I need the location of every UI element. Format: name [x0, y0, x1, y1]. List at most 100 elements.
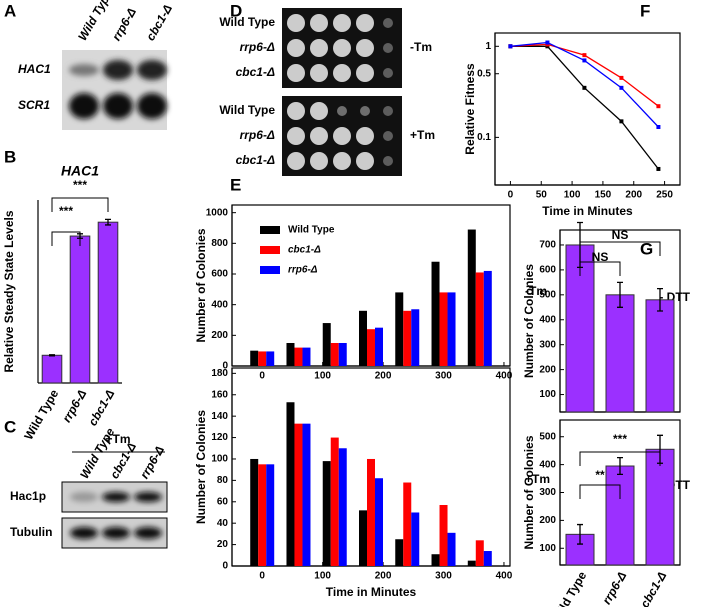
bar: [403, 310, 412, 366]
bar: [403, 482, 412, 566]
bar: [338, 448, 347, 566]
bar: [475, 272, 484, 366]
x-tick-label: Wild Type: [549, 569, 589, 607]
bar: [605, 294, 635, 413]
panel-letter: G: [640, 239, 653, 258]
y-tick-label: 0.1: [477, 132, 491, 143]
bar: [483, 270, 492, 366]
spot: [383, 43, 393, 53]
bar: [69, 235, 91, 384]
marker: [656, 104, 661, 109]
bar: [367, 458, 375, 566]
y-axis-label: Relative Fitness: [463, 63, 477, 155]
y-tick-label: 600: [539, 265, 556, 276]
marker: [619, 75, 624, 80]
lane-label: rrp6-Δ: [137, 443, 167, 481]
chart-title: HAC1: [61, 163, 99, 179]
significance: NS: [612, 228, 629, 242]
bar: [266, 351, 275, 366]
y-tick-label: 400: [211, 299, 228, 310]
spot: [310, 14, 328, 32]
x-tick-label: 50: [536, 190, 548, 201]
bar: [266, 464, 275, 566]
y-tick-label: 200: [539, 515, 556, 526]
spot: [333, 14, 351, 32]
bar: [294, 423, 303, 566]
x-tick-label: 200: [375, 371, 392, 382]
y-tick-label: 160: [211, 389, 228, 400]
error-bar: [617, 281, 623, 308]
band: [134, 492, 162, 502]
bar: [475, 540, 484, 566]
bracket: [579, 484, 621, 499]
bar: [302, 423, 311, 566]
band: [70, 527, 98, 539]
y-tick-label: 500: [539, 289, 556, 300]
bar: [395, 292, 404, 366]
y-tick-label: 0.5: [477, 68, 491, 79]
bar: [286, 343, 295, 366]
y-tick-label: 800: [211, 238, 228, 249]
bracket: [51, 197, 109, 212]
bar: [294, 347, 303, 366]
spot: [356, 127, 374, 145]
bar: [605, 465, 635, 566]
marker: [582, 85, 587, 90]
bar: [338, 343, 347, 366]
band: [69, 64, 99, 76]
spot: [356, 152, 374, 170]
y-tick-label: 100: [539, 389, 556, 400]
spot: [383, 156, 393, 166]
marker: [619, 119, 624, 124]
spot: [337, 106, 347, 116]
bar: [447, 292, 456, 366]
legend-swatch: [260, 266, 280, 274]
marker: [582, 53, 587, 58]
band: [103, 93, 133, 119]
spot: [356, 64, 374, 82]
row-label: Tubulin: [10, 525, 52, 539]
error-bar: [657, 287, 663, 312]
spot: [287, 127, 305, 145]
y-tick-label: 100: [211, 454, 228, 465]
spot: [287, 64, 305, 82]
bar: [322, 323, 331, 366]
bar: [447, 532, 456, 566]
marker: [656, 125, 661, 130]
bar: [411, 309, 420, 366]
y-tick-label: 120: [211, 432, 228, 443]
x-tick-label: cbc1-Δ: [86, 387, 118, 428]
panel-letter: D: [230, 1, 242, 20]
y-tick-label: 600: [211, 269, 228, 280]
y-tick-label: 1: [485, 41, 491, 52]
panel-letter: A: [4, 1, 16, 20]
spot: [287, 14, 305, 32]
legend-swatch: [260, 226, 280, 234]
bar: [431, 554, 440, 566]
spot: [356, 39, 374, 57]
x-tick-label: 0: [259, 571, 265, 582]
y-tick-label: 700: [539, 240, 556, 251]
y-tick-label: 60: [217, 496, 229, 507]
y-tick-label: 80: [217, 475, 229, 486]
panel-letter: E: [230, 175, 241, 194]
bar: [467, 560, 476, 566]
bar: [330, 437, 339, 566]
y-tick-label: 0: [222, 561, 228, 572]
y-tick-label: 100: [539, 543, 556, 554]
bar: [302, 347, 311, 366]
bracket: [579, 241, 661, 256]
strain-label: Wild Type: [219, 15, 275, 29]
marker: [656, 166, 661, 171]
bar: [359, 510, 367, 566]
x-tick-label: 300: [435, 571, 452, 582]
bracket: [51, 231, 81, 246]
x-axis-label: Time in Minutes: [542, 204, 633, 218]
bar: [411, 512, 420, 566]
x-tick-label: 200: [375, 571, 392, 582]
row-label: Hac1p: [10, 489, 46, 503]
bar: [258, 464, 267, 566]
y-axis-label: Number of Colonies: [194, 410, 208, 524]
x-tick-label: 200: [625, 190, 642, 201]
